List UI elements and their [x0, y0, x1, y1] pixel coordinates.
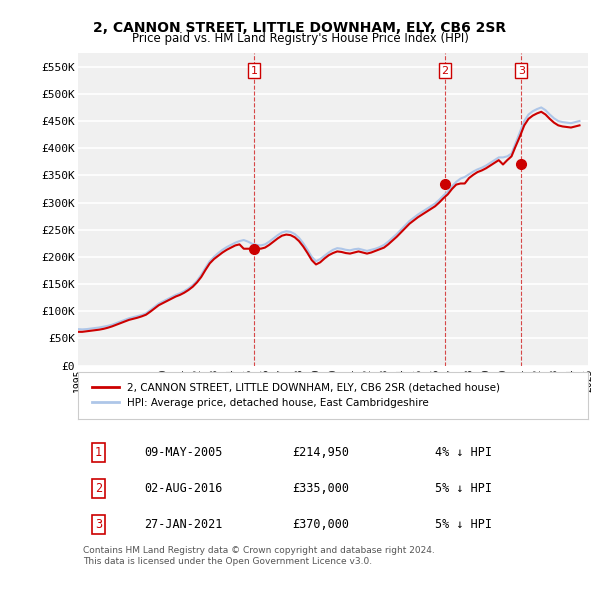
Text: Price paid vs. HM Land Registry's House Price Index (HPI): Price paid vs. HM Land Registry's House … [131, 32, 469, 45]
Text: 3: 3 [518, 65, 524, 76]
Text: 3: 3 [95, 518, 102, 531]
Text: 09-MAY-2005: 09-MAY-2005 [145, 446, 223, 459]
Text: £214,950: £214,950 [292, 446, 349, 459]
Text: 27-JAN-2021: 27-JAN-2021 [145, 518, 223, 531]
Text: 5% ↓ HPI: 5% ↓ HPI [435, 482, 492, 495]
Text: Contains HM Land Registry data © Crown copyright and database right 2024.
This d: Contains HM Land Registry data © Crown c… [83, 546, 435, 566]
Text: 1: 1 [95, 446, 102, 459]
Text: £335,000: £335,000 [292, 482, 349, 495]
Text: 02-AUG-2016: 02-AUG-2016 [145, 482, 223, 495]
Text: 2, CANNON STREET, LITTLE DOWNHAM, ELY, CB6 2SR: 2, CANNON STREET, LITTLE DOWNHAM, ELY, C… [94, 21, 506, 35]
Text: 5% ↓ HPI: 5% ↓ HPI [435, 518, 492, 531]
Text: 4% ↓ HPI: 4% ↓ HPI [435, 446, 492, 459]
Text: 2: 2 [95, 482, 102, 495]
Text: £370,000: £370,000 [292, 518, 349, 531]
Text: 1: 1 [251, 65, 257, 76]
Legend: 2, CANNON STREET, LITTLE DOWNHAM, ELY, CB6 2SR (detached house), HPI: Average pr: 2, CANNON STREET, LITTLE DOWNHAM, ELY, C… [88, 379, 504, 412]
Text: 2: 2 [441, 65, 448, 76]
